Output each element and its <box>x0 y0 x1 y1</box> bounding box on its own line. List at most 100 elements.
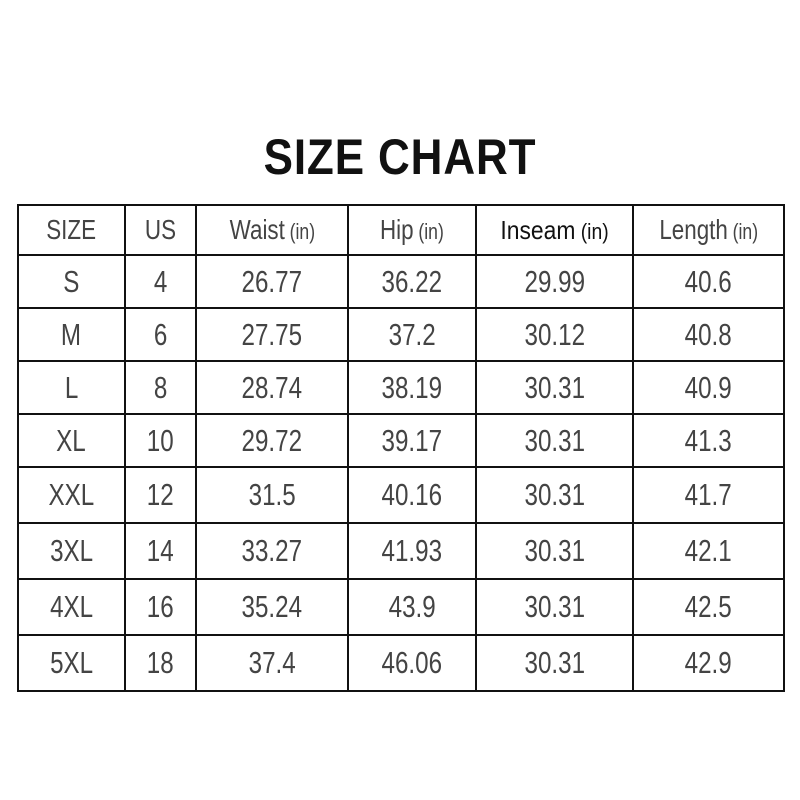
cell-value: 5XL <box>49 645 93 680</box>
cell-length: 40.9 <box>632 360 785 415</box>
cell-value: 30.31 <box>524 477 585 512</box>
cell-size: M <box>17 307 126 362</box>
cell-us: 4 <box>123 254 198 309</box>
cell-value: 4 <box>153 263 168 299</box>
cell-value: 40.16 <box>381 477 442 512</box>
cell-inseam: 30.31 <box>474 413 635 468</box>
header-hip: Hip (in) <box>346 204 477 256</box>
cell-hip: 41.93 <box>346 522 477 580</box>
header-label-text: Hip <box>379 214 414 245</box>
cell-value: 6 <box>153 316 168 352</box>
header-inseam: Inseam (in) <box>474 204 635 256</box>
cell-value: 30.31 <box>524 589 585 624</box>
table-row: XL 10 29.72 39.17 30.31 41.3 <box>17 413 785 468</box>
cell-size: 3XL <box>17 522 126 580</box>
header-unit: (in) <box>732 219 758 244</box>
cell-value: 28.74 <box>241 369 303 405</box>
cell-us: 18 <box>123 634 198 692</box>
cell-value: 39.17 <box>381 422 442 458</box>
table-row: XXL 12 31.5 40.16 30.31 41.7 <box>17 466 785 524</box>
cell-size: XXL <box>17 466 126 524</box>
cell-value: 33.27 <box>241 533 303 568</box>
cell-value: M <box>61 316 82 352</box>
cell-value: 38.19 <box>381 369 442 405</box>
cell-value: 12 <box>147 477 174 512</box>
cell-hip: 39.17 <box>346 413 477 468</box>
header-unit: (in) <box>289 219 315 244</box>
cell-size: L <box>17 360 126 415</box>
cell-inseam: 30.31 <box>474 466 635 524</box>
header-label-text: Inseam <box>500 214 576 245</box>
cell-value: 4XL <box>49 589 93 624</box>
header-label: SIZE <box>46 214 96 246</box>
cell-value: 18 <box>147 645 174 680</box>
cell-us: 12 <box>123 466 198 524</box>
header-label: Length (in) <box>659 214 758 246</box>
cell-waist: 35.24 <box>195 578 349 636</box>
header-label-text: Waist <box>229 214 285 245</box>
cell-inseam: 30.31 <box>474 634 635 692</box>
table-body: SIZE US Waist (in) Hip (in) Inseam (in) Length (i… <box>17 204 785 692</box>
cell-value: 16 <box>147 589 174 624</box>
cell-value: 30.12 <box>524 316 585 352</box>
header-label: Hip (in) <box>380 214 444 246</box>
header-unit: (in) <box>418 219 444 244</box>
cell-value: 37.2 <box>388 316 436 352</box>
cell-inseam: 29.99 <box>474 254 635 309</box>
cell-value: 43.9 <box>388 589 436 624</box>
header-label: US <box>145 214 176 246</box>
cell-value: 35.24 <box>241 589 303 624</box>
cell-waist: 33.27 <box>195 522 349 580</box>
cell-value: 42.9 <box>685 645 733 680</box>
cell-value: 29.99 <box>524 263 585 299</box>
cell-value: 42.5 <box>685 589 733 624</box>
cell-value: 26.77 <box>241 263 303 299</box>
header-unit: (in) <box>580 218 609 244</box>
cell-value: 40.9 <box>685 369 733 405</box>
cell-value: 29.72 <box>241 422 303 458</box>
cell-length: 40.6 <box>632 254 785 309</box>
table-row: 5XL 18 37.4 46.06 30.31 42.9 <box>17 634 785 692</box>
cell-size: 4XL <box>17 578 126 636</box>
header-waist: Waist (in) <box>195 204 349 256</box>
cell-value: 30.31 <box>524 533 585 568</box>
cell-waist: 29.72 <box>195 413 349 468</box>
cell-length: 42.1 <box>632 522 785 580</box>
cell-us: 6 <box>123 307 198 362</box>
cell-size: S <box>17 254 126 309</box>
cell-us: 8 <box>123 360 198 415</box>
cell-value: 40.6 <box>685 263 733 299</box>
cell-value: 31.5 <box>248 477 296 512</box>
cell-length: 42.9 <box>632 634 785 692</box>
cell-value: 27.75 <box>241 316 303 352</box>
cell-us: 10 <box>123 413 198 468</box>
header-size: SIZE <box>17 204 126 256</box>
header-label-text: US <box>144 214 177 245</box>
cell-value: 14 <box>147 533 174 568</box>
cell-size: 5XL <box>17 634 126 692</box>
cell-inseam: 30.31 <box>474 360 635 415</box>
page-title: SIZE CHART <box>0 128 800 186</box>
cell-value: 46.06 <box>381 645 442 680</box>
cell-value: 10 <box>147 422 174 458</box>
cell-us: 14 <box>123 522 198 580</box>
header-label: Inseam (in) <box>500 215 608 246</box>
cell-us: 16 <box>123 578 198 636</box>
cell-value: 42.1 <box>685 533 733 568</box>
cell-length: 40.8 <box>632 307 785 362</box>
header-label-text: Length <box>659 214 728 245</box>
header-label-text: SIZE <box>46 214 97 245</box>
cell-length: 41.3 <box>632 413 785 468</box>
header-us: US <box>123 204 198 256</box>
table-row: M 6 27.75 37.2 30.12 40.8 <box>17 307 785 362</box>
header-length: Length (in) <box>632 204 785 256</box>
cell-size: XL <box>17 413 126 468</box>
cell-value: 30.31 <box>524 422 585 458</box>
cell-value: 3XL <box>49 533 93 568</box>
cell-value: L <box>64 369 79 405</box>
cell-value: XL <box>56 422 87 458</box>
cell-inseam: 30.31 <box>474 578 635 636</box>
cell-value: 41.7 <box>685 477 733 512</box>
cell-waist: 37.4 <box>195 634 349 692</box>
table-row: S 4 26.77 36.22 29.99 40.6 <box>17 254 785 309</box>
